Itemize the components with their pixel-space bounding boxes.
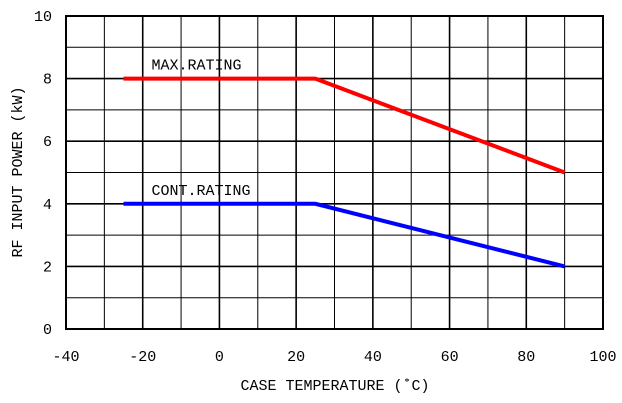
series-label: MAX.RATING (152, 58, 242, 75)
x-tick-label: 80 (517, 349, 535, 366)
series-label-layer: MAX.RATING CONT.RATING (152, 58, 251, 200)
tick-label-layer: -40 -20 0 20 40 60 80 100 0 2 4 6 8 10 (34, 9, 617, 366)
x-tick-label: 40 (364, 349, 382, 366)
series-label: CONT.RATING (152, 183, 251, 200)
x-tick-label: 0 (215, 349, 224, 366)
plot-frame (65, 15, 604, 330)
y-tick-label: 0 (43, 322, 52, 339)
x-axis-title: CASE TEMPERATURE (˚C) (240, 378, 429, 395)
series-line (123, 201, 566, 269)
x-tick-label: 20 (287, 349, 305, 366)
y-axis-title: RF INPUT POWER (kW) (10, 86, 27, 257)
y-tick-label: 8 (43, 72, 52, 89)
x-tick-label: -40 (52, 349, 79, 366)
x-tick-label: 100 (589, 349, 616, 366)
y-tick-label: 4 (43, 197, 52, 214)
y-tick-label: 10 (34, 9, 52, 26)
grid-layer (65, 15, 604, 330)
x-tick-label: -20 (129, 349, 156, 366)
y-tick-label: 6 (43, 134, 52, 151)
series-layer (123, 76, 566, 269)
y-tick-label: 2 (43, 259, 52, 276)
series-line (123, 76, 566, 175)
plot-frame-layer (65, 15, 604, 330)
x-tick-label: 60 (441, 349, 459, 366)
